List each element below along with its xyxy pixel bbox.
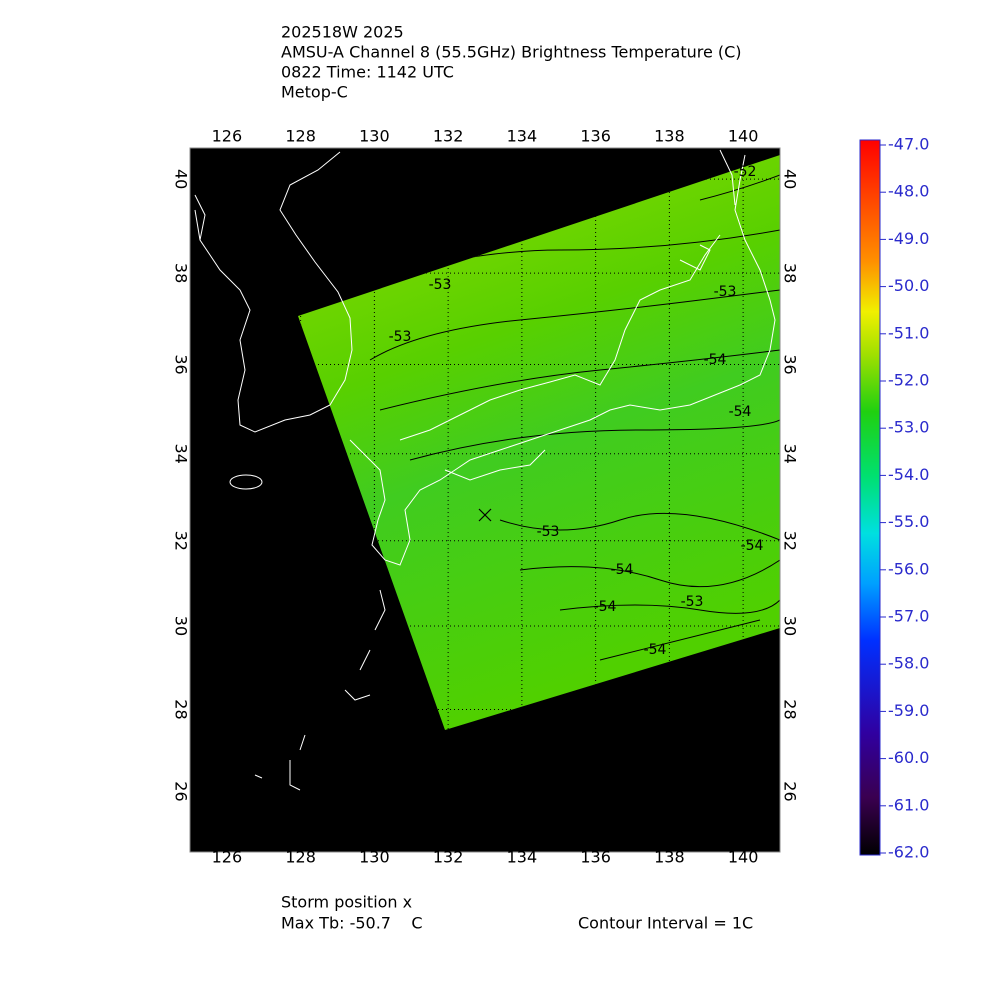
lon-tick-label: 138 bbox=[654, 848, 685, 867]
lat-tick-label: 26 bbox=[172, 781, 191, 801]
colorbar-tick-label: -51.0 bbox=[888, 323, 929, 342]
lon-tick-label: 128 bbox=[285, 127, 316, 146]
lon-tick-label: 130 bbox=[359, 127, 390, 146]
lon-tick-label: 136 bbox=[580, 127, 611, 146]
lon-tick-label: 136 bbox=[580, 848, 611, 867]
contour-label: -53 bbox=[714, 284, 737, 300]
colorbar-tick-label: -60.0 bbox=[888, 748, 929, 767]
contour-label: -54 bbox=[704, 352, 727, 368]
colorbar-tick-label: -48.0 bbox=[888, 182, 929, 201]
contour-interval-note: Contour Interval = 1C bbox=[578, 914, 753, 933]
max-tb-note: Max Tb: -50.7 C bbox=[281, 914, 422, 933]
storm-position-note: Storm position x bbox=[281, 893, 412, 912]
colorbar-tick-label: -52.0 bbox=[888, 371, 929, 390]
lon-tick-label: 126 bbox=[212, 127, 243, 146]
lat-tick-label: 34 bbox=[781, 444, 800, 464]
title-line: Metop-C bbox=[281, 83, 348, 102]
lon-tick-label: 138 bbox=[654, 127, 685, 146]
lat-tick-label: 28 bbox=[172, 699, 191, 719]
lat-tick-label: 34 bbox=[172, 444, 191, 464]
contour-label: -54 bbox=[594, 599, 617, 615]
lat-tick-label: 28 bbox=[781, 699, 800, 719]
contours bbox=[299, 174, 780, 661]
lon-tick-label: 132 bbox=[433, 848, 464, 867]
lon-tick-label: 140 bbox=[728, 848, 759, 867]
coastlines bbox=[194, 149, 776, 791]
contour-label: -53 bbox=[681, 594, 704, 610]
map-frame bbox=[189, 147, 781, 853]
lon-tick-label: 130 bbox=[359, 848, 390, 867]
contour-label: -53 bbox=[389, 329, 412, 345]
colorbar-tick-label: -56.0 bbox=[888, 559, 929, 578]
colorbar-tick-label: -53.0 bbox=[888, 418, 929, 437]
lat-tick-label: 30 bbox=[172, 616, 191, 636]
colorbar bbox=[859, 139, 881, 856]
contour-label: -54 bbox=[741, 538, 764, 554]
swath bbox=[298, 155, 780, 730]
lat-tick-label: 36 bbox=[172, 354, 191, 374]
colorbar-tick-label: -54.0 bbox=[888, 465, 929, 484]
lon-tick-label: 126 bbox=[212, 848, 243, 867]
lon-tick-label: 134 bbox=[507, 127, 538, 146]
lon-tick-label: 140 bbox=[728, 127, 759, 146]
storm-marker bbox=[478, 508, 492, 522]
lat-tick-label: 38 bbox=[172, 263, 191, 283]
lat-tick-label: 32 bbox=[781, 531, 800, 551]
colorbar-tick-label: -47.0 bbox=[888, 135, 929, 154]
colorbar-tick-label: -50.0 bbox=[888, 276, 929, 295]
lat-tick-label: 36 bbox=[781, 354, 800, 374]
colorbar-tick-label: -58.0 bbox=[888, 654, 929, 673]
colorbar-tick-label: -62.0 bbox=[888, 843, 929, 862]
lon-tick-label: 128 bbox=[285, 848, 316, 867]
contour-label: -54 bbox=[611, 562, 634, 578]
colorbar-tick-label: -59.0 bbox=[888, 701, 929, 720]
contour-label: -53 bbox=[429, 277, 452, 293]
colorbar-tick-label: -55.0 bbox=[888, 512, 929, 531]
lat-tick-label: 38 bbox=[781, 263, 800, 283]
lat-tick-label: 40 bbox=[781, 169, 800, 189]
colorbar-tick-label: -61.0 bbox=[888, 795, 929, 814]
title-line: 202518W 2025 bbox=[281, 23, 404, 42]
contour-label: -53 bbox=[537, 524, 560, 540]
contour-label: -54 bbox=[644, 642, 667, 658]
contour-label: -54 bbox=[729, 404, 752, 420]
lon-tick-label: 132 bbox=[433, 127, 464, 146]
contour-label: -52 bbox=[734, 164, 757, 180]
lon-tick-label: 134 bbox=[507, 848, 538, 867]
lat-tick-label: 40 bbox=[172, 169, 191, 189]
lat-tick-label: 30 bbox=[781, 616, 800, 636]
lat-tick-label: 26 bbox=[781, 781, 800, 801]
lat-tick-label: 32 bbox=[172, 531, 191, 551]
title-line: AMSU-A Channel 8 (55.5GHz) Brightness Te… bbox=[281, 43, 742, 62]
colorbar-tick-label: -57.0 bbox=[888, 607, 929, 626]
colorbar-tick-label: -49.0 bbox=[888, 229, 929, 248]
title-line: 0822 Time: 1142 UTC bbox=[281, 63, 454, 82]
